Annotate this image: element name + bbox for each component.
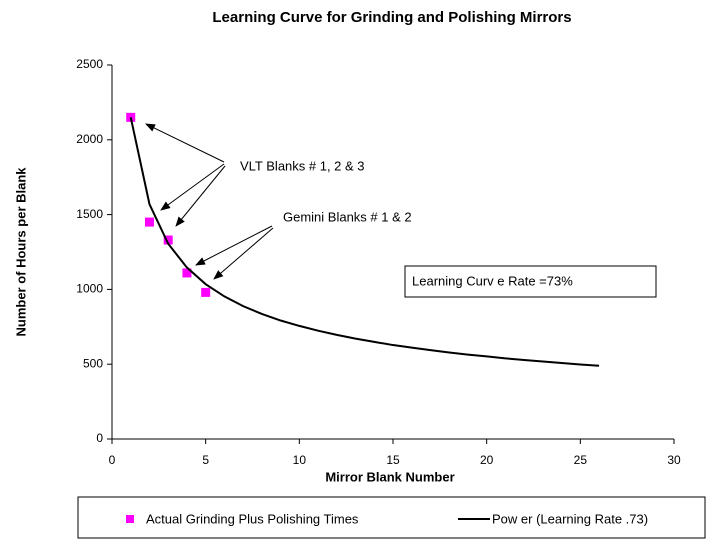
y-tick-label: 2000 xyxy=(76,132,103,146)
x-tick-label: 5 xyxy=(202,453,209,467)
x-tick-label: 20 xyxy=(480,453,494,467)
x-axis-label: Mirror Blank Number xyxy=(325,469,454,484)
y-axis-label: Number of Hours per Blank xyxy=(13,167,28,337)
legend: Actual Grinding Plus Polishing Times Pow … xyxy=(77,496,706,539)
trend-line xyxy=(129,117,600,367)
x-tick-label: 10 xyxy=(293,453,307,467)
y-tick-label: 2500 xyxy=(76,57,103,71)
x-tick-label: 25 xyxy=(574,453,588,467)
y-tick-label: 1500 xyxy=(76,207,103,221)
y-tick-label: 0 xyxy=(96,431,103,445)
x-tick-label: 0 xyxy=(109,453,116,467)
legend-marker xyxy=(126,515,134,523)
annotations: VLT Blanks # 1, 2 & 3 Gemini Blanks # 1 … xyxy=(145,123,657,298)
chart-title: Learning Curve for Grinding and Polishin… xyxy=(212,9,571,26)
x-tick-label: 30 xyxy=(667,453,681,467)
arrow xyxy=(145,123,225,163)
arrow xyxy=(175,165,226,227)
annotation: Gemini Blanks # 1 & 2 xyxy=(283,209,412,224)
annotation-box xyxy=(404,265,657,298)
arrow xyxy=(160,163,225,211)
arrow xyxy=(213,227,274,280)
legend-label: Pow er (Learning Rate .73) xyxy=(492,511,648,526)
data-point xyxy=(163,235,173,245)
legend-label: Actual Grinding Plus Polishing Times xyxy=(146,511,359,526)
data-point xyxy=(182,268,192,278)
y-tick-label: 500 xyxy=(83,356,103,370)
data-point xyxy=(144,217,154,227)
arrow xyxy=(195,225,273,266)
y-tick-label: 1000 xyxy=(76,282,103,296)
data-point xyxy=(201,287,211,297)
plot-area xyxy=(111,65,674,440)
legend-box xyxy=(77,496,706,539)
annotation: Learning Curv e Rate =73% xyxy=(412,273,573,288)
annotation: VLT Blanks # 1, 2 & 3 xyxy=(240,158,365,173)
x-tick-label: 15 xyxy=(386,453,400,467)
